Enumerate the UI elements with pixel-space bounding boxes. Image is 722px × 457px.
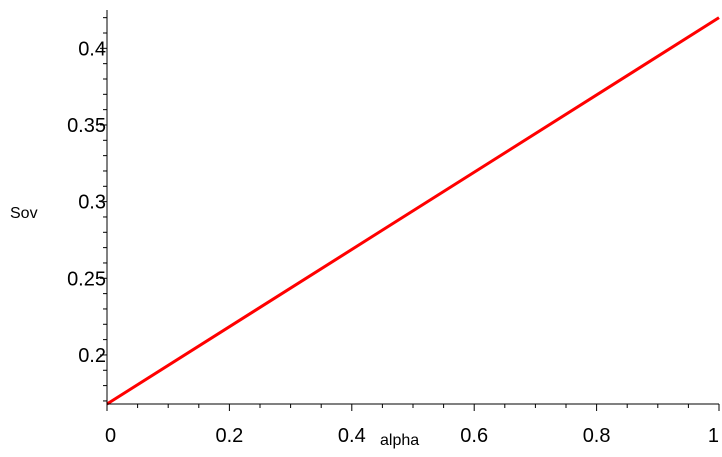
y-tick-label: 0.2 bbox=[78, 345, 106, 367]
x-tick-label: 0.4 bbox=[338, 425, 366, 447]
x-tick-label: 0.2 bbox=[215, 425, 243, 447]
series-line bbox=[106, 16, 720, 406]
y-tick-label: 0.4 bbox=[78, 38, 106, 60]
tick-labels: 0 0.2 0.4 0.6 0.8 1 0.2 0.25 0.3 0.35 0.4 bbox=[67, 38, 719, 447]
y-tick-label: 0.35 bbox=[67, 115, 106, 137]
plot-area bbox=[106, 16, 720, 406]
y-tick-label: 0.3 bbox=[78, 192, 106, 214]
x-tick-label: 0 bbox=[105, 425, 116, 447]
y-tick-label: 0.25 bbox=[67, 268, 106, 290]
x-tick-label: 0.6 bbox=[460, 425, 488, 447]
x-axis-title: alpha bbox=[380, 432, 419, 449]
axis-ticks bbox=[100, 17, 720, 411]
x-tick-label: 1 bbox=[708, 425, 719, 447]
x-tick-label: 0.8 bbox=[583, 425, 611, 447]
y-axis-title: Sov bbox=[10, 205, 38, 222]
